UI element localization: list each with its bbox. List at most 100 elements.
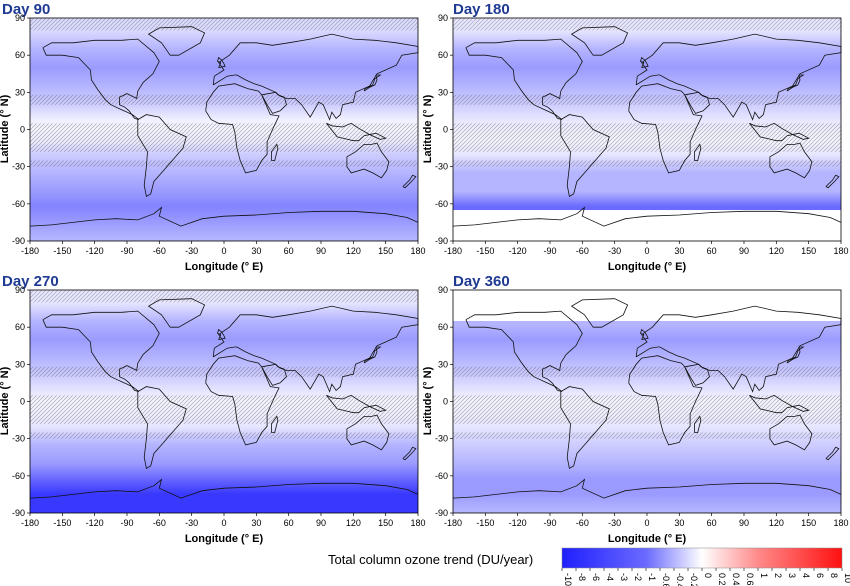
panel-day-270: Day 270 -180 -150 -120 -90 -60 -30 0 30 60 90 120 1…	[0, 273, 426, 545]
x-tick-label: 60	[284, 518, 294, 528]
colorbar-tick-label: 6	[815, 573, 825, 578]
coastline	[346, 414, 390, 451]
coastline	[694, 143, 702, 161]
y-tick-label: -60	[12, 199, 25, 209]
no-data-region	[453, 210, 841, 241]
x-tick-label: 150	[378, 246, 393, 256]
x-tick-label: 0	[644, 518, 649, 528]
coastline	[29, 478, 419, 499]
x-tick-label: 0	[221, 518, 226, 528]
panel-title: Day 270	[2, 273, 59, 290]
hatching	[453, 18, 841, 167]
coastline	[749, 122, 810, 142]
significance-hatching	[453, 366, 841, 377]
significance-hatching	[453, 160, 841, 167]
y-tick-label: 0	[20, 397, 25, 407]
colorbar-tick-label: 0.4	[731, 573, 741, 586]
x-tick-label: 30	[251, 246, 261, 256]
coastline	[42, 38, 160, 120]
x-tick-label: -60	[153, 246, 166, 256]
x-tick-label: -30	[185, 518, 198, 528]
x-tick-label: 30	[674, 246, 684, 256]
y-tick-label: -30	[435, 162, 448, 172]
coastline	[749, 394, 810, 414]
coastline	[684, 91, 710, 114]
x-tick-label: -60	[153, 518, 166, 528]
significance-hatching	[453, 432, 841, 439]
x-tick-label: -120	[509, 246, 527, 256]
coastline	[217, 328, 226, 340]
significance-hatching	[30, 18, 418, 31]
colorbar-tick-label: -4	[605, 573, 615, 581]
significance-hatching	[30, 432, 418, 439]
x-tick-label: 30	[674, 518, 684, 528]
coastline	[825, 174, 840, 189]
y-tick-label: 30	[15, 359, 25, 369]
y-tick-label: -60	[12, 471, 25, 481]
y-tick-label: -90	[12, 236, 25, 246]
colorbar-tick-label: -0.6	[661, 573, 671, 586]
colorbar-tick-label: 0.6	[745, 573, 755, 586]
coastline	[363, 74, 382, 92]
y-tick-label: -30	[435, 434, 448, 444]
significance-hatching	[453, 94, 841, 105]
colorbar-ticks: -10 -8 -6 -4 -3 -2 -1 -0.6 -0.4 -0.2 0 0.2 0.4 0.6 1 2 3…	[561, 568, 850, 586]
significance-hatching	[453, 123, 841, 152]
colorbar-title: Total column ozone trend (DU/year)	[328, 552, 533, 567]
coastline	[217, 56, 226, 68]
colorbar-tick-label: -0.4	[675, 573, 685, 586]
y-tick-label: -30	[12, 162, 25, 172]
colorbar-tick-label: 0.2	[717, 573, 727, 586]
y-tick-label: 30	[438, 359, 448, 369]
coastline	[628, 355, 703, 446]
coastline	[560, 386, 610, 470]
y-axis-label: Latitude (° N)	[422, 94, 434, 163]
coastline	[326, 122, 387, 142]
x-ticks: -180 -150 -120 -90 -60 -30 0 30 60 90 120 150 180	[444, 513, 849, 528]
x-tick-label: -150	[53, 246, 71, 256]
coastlines	[452, 298, 842, 499]
colorbar-tick-label: 8	[829, 573, 839, 578]
y-tick-label: -90	[12, 508, 25, 518]
y-ticks: -90 -60 -30 0 30 60 90	[435, 13, 453, 246]
y-axis-label: Latitude (° N)	[0, 94, 11, 163]
y-tick-label: -60	[435, 199, 448, 209]
colorbar-tick-label: 2	[773, 573, 783, 578]
colorbar-tick-label: -6	[591, 573, 601, 581]
coastline	[346, 142, 390, 179]
coastline	[684, 363, 710, 386]
colorbar-tick-label: 0	[703, 573, 713, 578]
coastline	[570, 298, 629, 328]
y-tick-label: -90	[435, 508, 448, 518]
coastline	[147, 26, 206, 56]
colorbar-tick-label: -3	[619, 573, 629, 581]
x-tick-label: -90	[543, 246, 556, 256]
x-axis-label: Longitude (° E)	[608, 261, 687, 273]
coastline	[465, 310, 583, 392]
x-tick-label: 60	[284, 246, 294, 256]
coastline	[786, 74, 805, 92]
y-tick-label: 0	[20, 125, 25, 135]
x-ticks: -180 -150 -120 -90 -60 -30 0 30 60 90 120 150 180	[21, 513, 426, 528]
y-ticks: -90 -60 -30 0 30 60 90	[12, 13, 30, 246]
y-ticks: -90 -60 -30 0 30 60 90	[435, 285, 453, 518]
x-tick-label: -60	[576, 518, 589, 528]
x-tick-label: -180	[21, 246, 39, 256]
coastline	[452, 478, 842, 499]
y-tick-label: -60	[435, 471, 448, 481]
colorbar-tick-label: 4	[801, 573, 811, 578]
colorbar-tick-label: 10	[843, 573, 850, 583]
x-tick-label: 60	[707, 518, 717, 528]
panel-title: Day 90	[2, 1, 50, 18]
x-tick-label: 30	[251, 518, 261, 528]
panel-day-360: Day 360 -180 -150 -120 -90 -60 -30 0 30 60 90 120 1…	[422, 273, 849, 545]
coastline	[205, 355, 280, 446]
coastline	[452, 206, 842, 227]
coastline	[570, 26, 629, 56]
coastline	[137, 386, 187, 470]
x-tick-label: 90	[739, 246, 749, 256]
y-tick-label: -30	[12, 434, 25, 444]
colorbar-tick-label: -10	[563, 573, 573, 586]
coastline	[640, 328, 649, 340]
x-tick-label: -30	[608, 518, 621, 528]
